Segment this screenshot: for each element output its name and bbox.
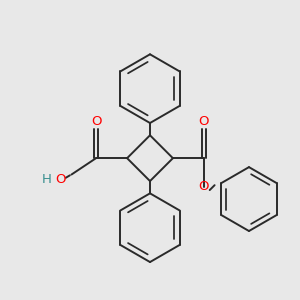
Text: O: O bbox=[56, 173, 66, 186]
Text: O: O bbox=[199, 180, 209, 193]
Text: O: O bbox=[91, 115, 101, 128]
Text: H: H bbox=[42, 173, 52, 186]
Text: O: O bbox=[199, 115, 209, 128]
